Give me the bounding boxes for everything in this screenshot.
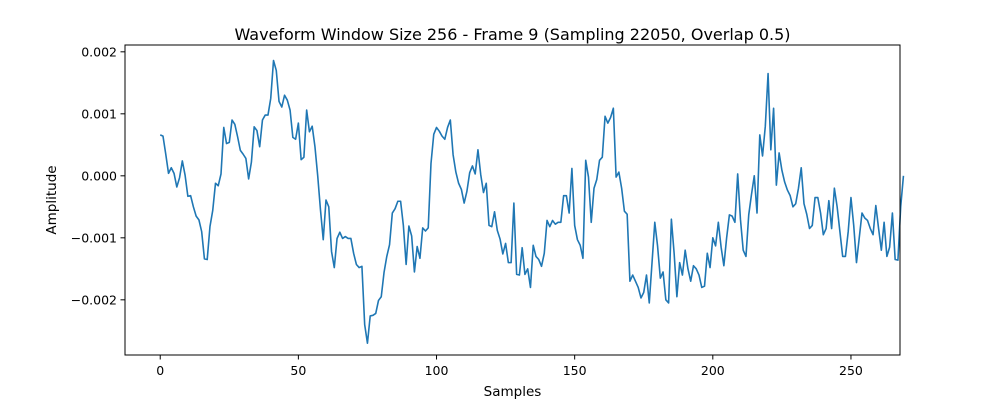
x-tick-label: 200 [701,363,725,378]
y-tick-label: 0.001 [81,106,117,121]
waveform-line [159,59,905,345]
x-tick-label: 0 [156,363,164,378]
x-tick-label: 250 [839,363,863,378]
y-axis-label: Amplitude [44,165,60,234]
y-tick-label: 0.000 [81,168,117,183]
x-tick-label: 50 [290,363,306,378]
y-axis: 0.002 0.001 0.000 −0.001 −0.002 [71,44,125,307]
y-tick-label: −0.001 [71,230,117,245]
y-tick-label: −0.002 [71,292,117,307]
chart-title: Waveform Window Size 256 - Frame 9 (Samp… [234,25,790,44]
x-axis: 0 50 100 150 200 250 [156,355,863,378]
x-tick-label: 100 [425,363,449,378]
x-axis-label: Samples [484,384,542,400]
plot-frame [124,44,901,356]
plot-area [159,59,905,345]
y-tick-label: 0.002 [81,44,117,59]
x-tick-label: 150 [563,363,587,378]
